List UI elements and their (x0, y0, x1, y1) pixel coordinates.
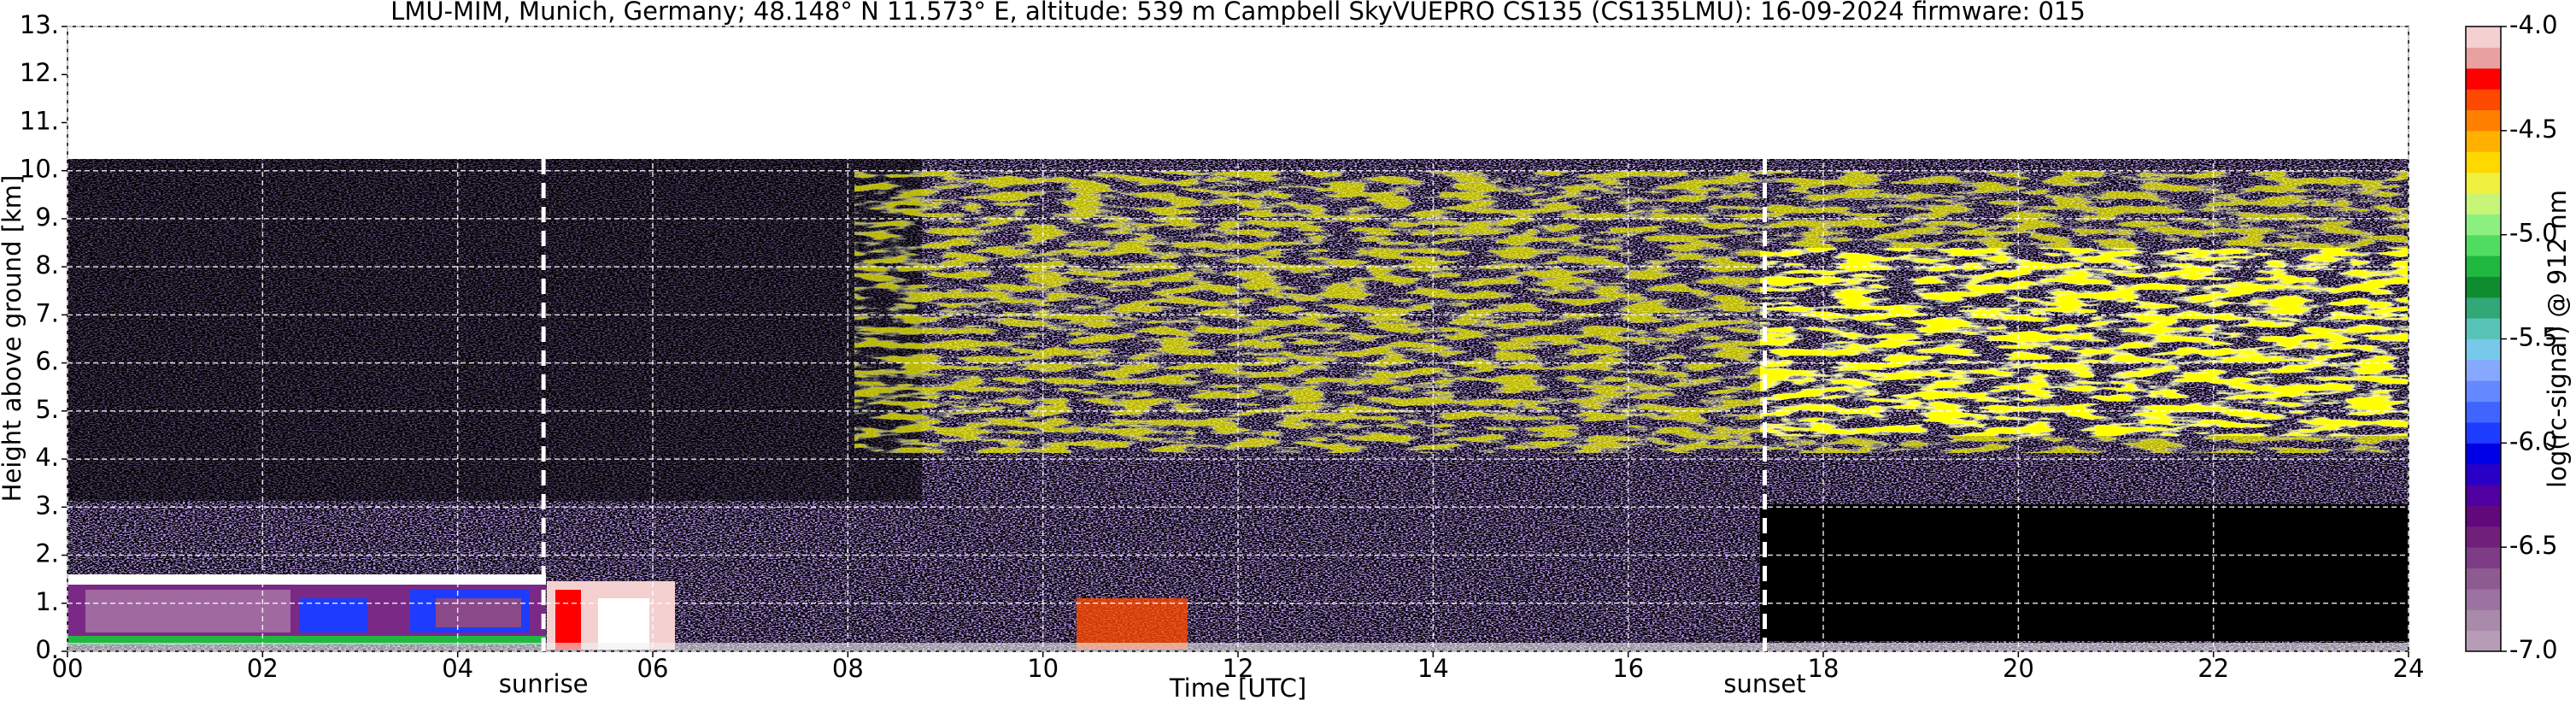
x-tick-label: 18 (1808, 654, 1840, 683)
colorbar-swatch (2466, 547, 2501, 569)
colorbar-swatch (2466, 318, 2501, 339)
colorbar-swatch (2466, 338, 2501, 361)
colorbar-tick-label: -5.0 (2509, 219, 2558, 248)
y-tick-label: 6. (35, 347, 59, 376)
colorbar-swatch (2466, 463, 2501, 485)
colorbar-swatch (2466, 172, 2501, 194)
colorbar-swatch (2466, 380, 2501, 403)
x-tick-label: 06 (637, 654, 669, 683)
event-label: sunrise (499, 669, 589, 698)
y-tick-label: 13. (20, 10, 59, 39)
y-tick-label: 3. (35, 491, 59, 520)
colorbar-tick-label: -7.0 (2509, 635, 2558, 664)
x-axis-label: Time [UTC] (1169, 674, 1306, 703)
colorbar-swatch (2466, 485, 2501, 506)
colorbar-swatch (2466, 256, 2501, 277)
colorbar-swatch (2466, 214, 2501, 236)
y-tick-label: 10. (20, 155, 59, 184)
colorbar-tick-label: -4.0 (2509, 10, 2558, 39)
x-tick-label: 24 (2393, 654, 2425, 683)
x-tick-label: 10 (1027, 654, 1059, 683)
colorbar-swatch (2466, 151, 2501, 174)
x-tick-label: 02 (247, 654, 279, 683)
colorbar-swatch (2466, 401, 2501, 423)
colorbar-swatch (2466, 609, 2501, 632)
colorbar-swatch (2466, 526, 2501, 548)
colorbar-swatch (2466, 68, 2501, 90)
x-tick-label: 12 (1223, 654, 1254, 683)
colorbar-swatch (2466, 505, 2501, 527)
y-tick-label: 5. (35, 395, 59, 424)
y-tick-label: 11. (20, 106, 59, 135)
colorbar-swatch (2466, 568, 2501, 590)
x-tick-label: 16 (1612, 654, 1644, 683)
colorbar-swatch (2466, 359, 2501, 381)
colorbar-tick-label: -6.5 (2509, 531, 2558, 560)
y-tick-label: 7. (35, 298, 59, 327)
colorbar-swatch (2466, 630, 2501, 652)
colorbar-swatch (2466, 588, 2501, 610)
x-tick-label: 00 (52, 654, 84, 683)
colorbar-label: log(rc-signal) @ 912 nm (2543, 190, 2572, 488)
event-label: sunset (1723, 669, 1805, 698)
y-tick-label: 1. (35, 587, 59, 616)
chart-title: LMU-MIM, Munich, Germany; 48.148° N 11.5… (390, 0, 2086, 26)
x-tick-label: 14 (1417, 654, 1449, 683)
y-tick-label: 8. (35, 250, 59, 279)
colorbar-swatch (2466, 192, 2501, 215)
y-tick-label: 12. (20, 58, 59, 87)
colorbar-swatch (2466, 421, 2501, 444)
colorbar-swatch (2466, 109, 2501, 132)
x-tick-label: 04 (442, 654, 473, 683)
colorbar-tick-label: -4.5 (2509, 115, 2558, 144)
colorbar-swatch (2466, 297, 2501, 319)
y-axis-label: Height above ground [km] (0, 175, 26, 503)
colorbar-swatch (2466, 276, 2501, 298)
x-tick-label: 08 (832, 654, 864, 683)
colorbar-tick-label: -6.0 (2509, 427, 2558, 456)
colorbar-swatch (2466, 234, 2501, 256)
colorbar-swatch (2466, 443, 2501, 465)
colorbar-swatch (2466, 89, 2501, 110)
x-tick-label: 20 (2003, 654, 2034, 683)
y-tick-label: 2. (35, 539, 59, 568)
colorbar-swatch (2466, 130, 2501, 152)
colorbar-swatch (2466, 26, 2501, 48)
y-tick-label: 4. (35, 443, 59, 472)
y-tick-label: 0. (35, 635, 59, 664)
x-tick-label: 22 (2198, 654, 2229, 683)
colorbar-swatch (2466, 47, 2501, 69)
colorbar-tick-label: -5.5 (2509, 323, 2558, 352)
y-tick-label: 9. (35, 203, 59, 232)
